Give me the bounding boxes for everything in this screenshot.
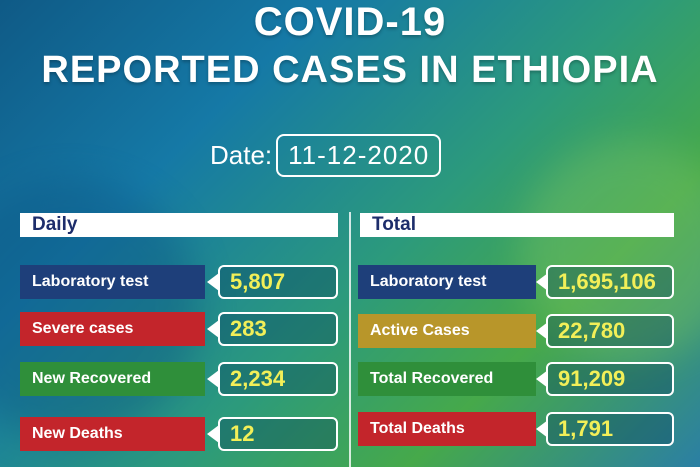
- daily-row-severe-cases: Severe cases 283: [20, 312, 340, 346]
- pointer-arrow-icon: [207, 273, 219, 291]
- total-value-total-deaths: 1,791: [546, 412, 674, 446]
- daily-row-laboratory-test: Laboratory test 5,807: [20, 265, 340, 299]
- total-value-active-cases: 22,780: [546, 314, 674, 348]
- pointer-arrow-icon: [536, 370, 548, 388]
- total-value-laboratory-test: 1,695,106: [546, 265, 674, 299]
- total-label-laboratory-test: Laboratory test: [358, 265, 536, 299]
- page-title-line-1: COVID-19: [253, 0, 447, 44]
- daily-value-severe-cases: 283: [218, 312, 338, 346]
- total-label-total-deaths: Total Deaths: [358, 412, 536, 446]
- total-row-active-cases: Active Cases 22,780: [358, 314, 678, 348]
- pointer-arrow-icon: [536, 322, 548, 340]
- background-glow-right: [520, 140, 700, 360]
- total-heading: Total: [360, 213, 674, 237]
- daily-label-severe-cases: Severe cases: [20, 312, 205, 346]
- column-divider: [349, 212, 351, 467]
- daily-row-new-recovered: New Recovered 2,234: [20, 362, 340, 396]
- daily-label-new-recovered: New Recovered: [20, 362, 205, 396]
- daily-row-new-deaths: New Deaths 12: [20, 417, 340, 451]
- daily-value-laboratory-test: 5,807: [218, 265, 338, 299]
- pointer-arrow-icon: [536, 420, 548, 438]
- pointer-arrow-icon: [536, 273, 548, 291]
- daily-value-new-recovered: 2,234: [218, 362, 338, 396]
- date-value-box: 11-12-2020: [276, 133, 442, 177]
- total-row-laboratory-test: Laboratory test 1,695,106: [358, 265, 678, 299]
- date-label: Date:: [210, 139, 273, 170]
- report-date: Date: 11-12-2020: [210, 133, 442, 177]
- page-title-line-2: REPORTED CASES IN ETHIOPIA: [41, 49, 659, 91]
- total-value-total-recovered: 91,209: [546, 362, 674, 396]
- total-row-total-deaths: Total Deaths 1,791: [358, 412, 678, 446]
- total-label-total-recovered: Total Recovered: [358, 362, 536, 396]
- daily-label-laboratory-test: Laboratory test: [20, 265, 205, 299]
- total-row-total-recovered: Total Recovered 91,209: [358, 362, 678, 396]
- pointer-arrow-icon: [207, 425, 219, 443]
- total-label-active-cases: Active Cases: [358, 314, 536, 348]
- pointer-arrow-icon: [207, 320, 219, 338]
- daily-label-new-deaths: New Deaths: [20, 417, 205, 451]
- daily-value-new-deaths: 12: [218, 417, 338, 451]
- pointer-arrow-icon: [207, 370, 219, 388]
- daily-heading: Daily: [20, 213, 338, 237]
